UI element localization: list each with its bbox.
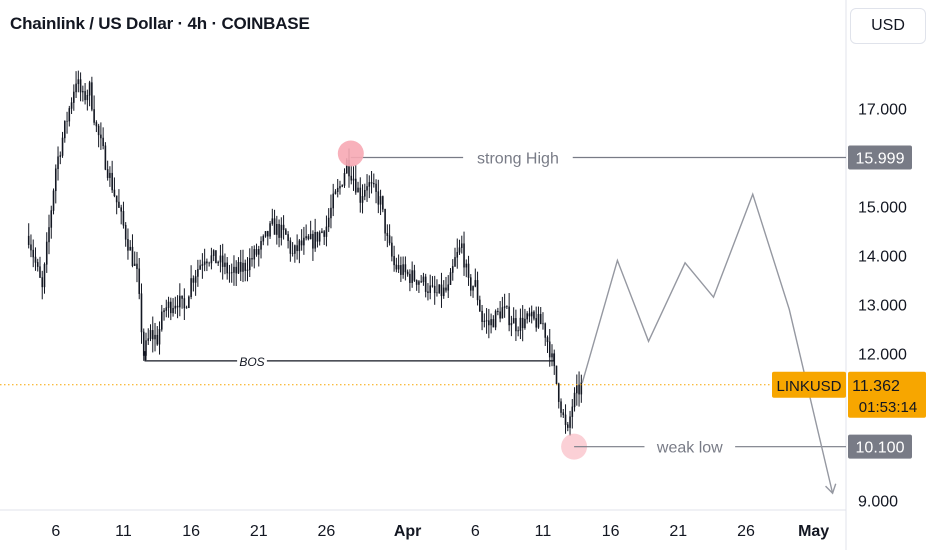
bos-label: BOS: [239, 355, 264, 369]
time-tick-label: 6: [51, 523, 60, 540]
symbol-tag-bg: [772, 371, 846, 398]
projection-path: [581, 192, 834, 494]
projection-layer: [581, 192, 837, 495]
price-tick-label: 13.000: [858, 298, 907, 315]
weak-low-tag-bg: [848, 434, 912, 459]
strong-high-label: strong High: [477, 151, 559, 168]
time-tick-label: 16: [182, 523, 200, 540]
price-tick-label: 17.000: [858, 101, 907, 118]
time-tick-label: 11: [535, 523, 552, 540]
countdown-text: 01:53:14: [859, 399, 917, 416]
price-tick-label: 14.000: [858, 248, 907, 265]
current-price-tag-bg: [848, 371, 926, 418]
time-tick-label: 11: [115, 523, 132, 540]
time-tick-label: 26: [737, 523, 755, 540]
time-tick-label: 21: [669, 523, 687, 540]
price-axis[interactable]: 17.000 15.000 14.000 13.000 12.000 9.000: [858, 101, 907, 510]
time-tick-label: 16: [602, 523, 620, 540]
time-tick-label: 26: [318, 523, 336, 540]
price-tick-label: 12.000: [858, 347, 907, 364]
strong-high-marker: [337, 140, 364, 167]
strong-high-tag-bg: [848, 145, 912, 170]
time-tick-label: May: [798, 523, 829, 540]
strong-high-tag-text: 15.999: [856, 151, 905, 168]
time-tick-label: 6: [471, 523, 480, 540]
weak-low-label: weak low: [656, 440, 723, 457]
bos-line: [144, 351, 238, 362]
time-tick-label: Apr: [394, 523, 422, 540]
time-axis[interactable]: 6 11 16 21 26 Apr 6 11 16 21 26 May: [51, 523, 829, 540]
chart-title: Chainlink / US Dollar · 4h · COINBASE: [10, 14, 310, 33]
candles-layer: [27, 70, 583, 436]
levels-layer: strong High BOS weak low: [0, 140, 846, 460]
price-tick-label: 15.000: [858, 199, 907, 216]
projection-arrowhead: [825, 483, 837, 495]
price-tick-label: 9.000: [858, 494, 898, 511]
symbol-tag-text: LINKUSD: [776, 378, 841, 395]
currency-button[interactable]: USD: [850, 8, 926, 44]
time-tick-label: 21: [250, 523, 268, 540]
current-price-text: 11.362: [852, 378, 900, 395]
weak-low-tag-text: 10.100: [856, 440, 905, 457]
price-tags-layer: 15.999 10.100 LINKUSD 11.362 01:53:14: [772, 145, 926, 459]
